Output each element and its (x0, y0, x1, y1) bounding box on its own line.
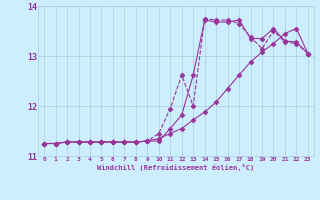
X-axis label: Windchill (Refroidissement éolien,°C): Windchill (Refroidissement éolien,°C) (97, 164, 255, 171)
